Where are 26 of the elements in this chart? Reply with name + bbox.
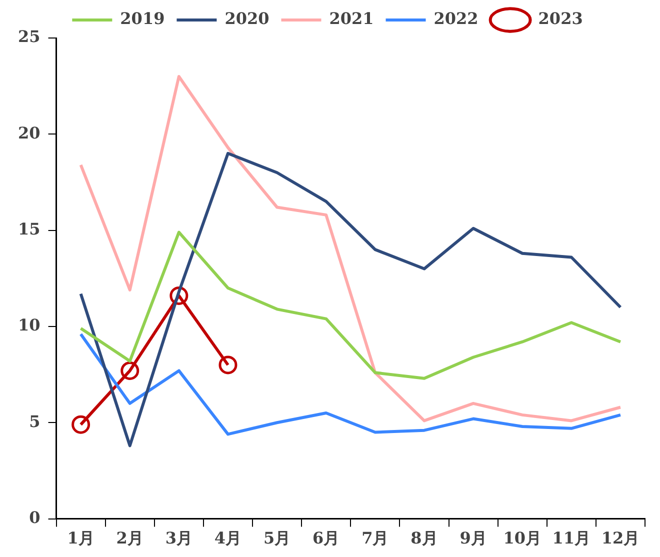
y-tick-label: 10: [18, 316, 40, 335]
x-tick-label: 6月: [312, 528, 340, 548]
legend-label: 2019: [120, 9, 165, 28]
x-tick-label: 7月: [362, 528, 389, 548]
y-tick-label: 0: [29, 508, 40, 527]
legend-label: 2022: [434, 9, 478, 28]
legend-label: 2020: [224, 9, 270, 28]
x-tick-label: 3月: [165, 528, 192, 548]
x-tick-label: 8月: [410, 528, 438, 548]
x-tick-label: 10月: [503, 528, 542, 548]
point: [72, 415, 90, 434]
x-tick-label: 12月: [601, 528, 640, 548]
legend-label: 2023: [538, 9, 583, 28]
legend-label: 2021: [329, 9, 374, 28]
x-tick-label: 2月: [116, 528, 144, 548]
x-tick-label: 9月: [460, 528, 487, 548]
x-tick-label: 11月: [552, 528, 591, 548]
y-tick-label: 5: [29, 412, 40, 431]
x-tick-label: 1月: [67, 528, 94, 548]
y-tick-label: 15: [18, 219, 40, 238]
x-tick-label: 5月: [263, 528, 291, 548]
point: [120, 361, 140, 380]
y-tick-label: 20: [18, 123, 40, 142]
x-tick-label: 4月: [214, 528, 242, 548]
y-tick-label: 25: [18, 27, 40, 46]
point: [218, 356, 238, 374]
